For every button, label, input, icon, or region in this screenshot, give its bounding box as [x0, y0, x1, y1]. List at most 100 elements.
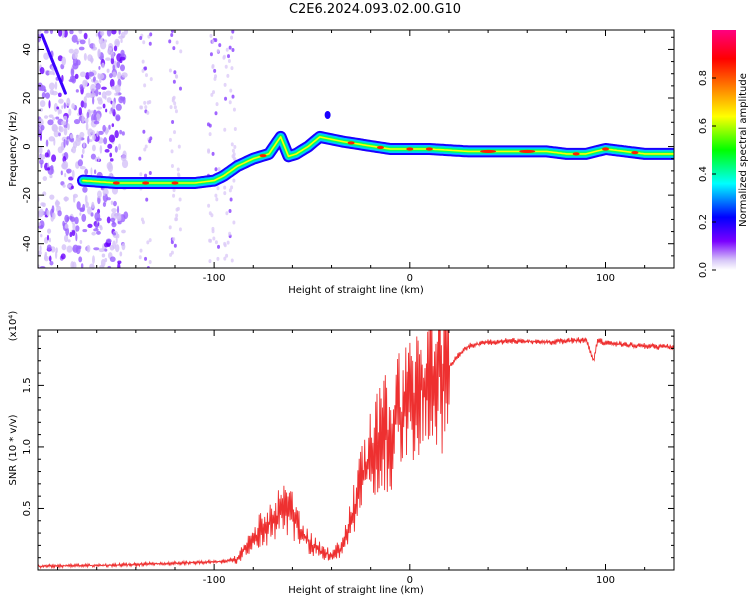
noise-speck: [115, 40, 120, 46]
noise-speck: [71, 103, 76, 110]
noise-speck: [64, 223, 69, 229]
noise-speck: [226, 240, 230, 245]
colorbar: 0.0 0.2 0.4 0.6 0.8 Normalized spectral ampl…: [698, 30, 749, 278]
noise-speck: [106, 68, 110, 73]
noise-speck: [143, 147, 147, 152]
noise-speck: [63, 127, 68, 136]
noise-speck: [139, 35, 143, 40]
x-tick-label: -100: [203, 273, 226, 284]
noise-speck: [47, 228, 52, 234]
noise-speck: [225, 211, 229, 216]
colorbar-gradient: [712, 30, 736, 270]
noise-speck: [168, 225, 172, 230]
noise-speck: [212, 90, 216, 95]
noise-speck: [49, 260, 54, 266]
noise-speck: [108, 42, 114, 51]
noise-speck: [45, 92, 51, 99]
noise-speck: [75, 232, 78, 242]
snr-xlabel: Height of straight line (km): [288, 585, 424, 596]
noise-speck: [172, 188, 176, 193]
noise-speck: [99, 145, 103, 154]
noise-speck: [63, 234, 69, 243]
noise-speck: [57, 92, 62, 98]
noise-speck: [77, 159, 84, 167]
noise-speck: [103, 137, 108, 145]
noise-speck: [233, 126, 237, 131]
noise-speck: [172, 46, 176, 51]
noise-speck: [106, 30, 112, 37]
noise-speck: [121, 159, 129, 169]
noise-speck: [93, 120, 100, 125]
noise-speck: [170, 240, 174, 245]
noise-speck: [109, 158, 114, 162]
noise-speck: [148, 238, 152, 243]
noise-speck: [211, 229, 215, 234]
noise-speck: [71, 185, 74, 190]
noise-speck: [93, 43, 96, 50]
noise-speck: [104, 95, 107, 100]
noise-speck: [46, 209, 50, 217]
noise-speck: [210, 213, 214, 218]
noise-speck: [90, 212, 94, 217]
noise-speck: [79, 39, 86, 45]
noise-speck: [66, 136, 71, 140]
noise-speck: [62, 160, 69, 170]
noise-speck: [112, 64, 115, 71]
noise-speck: [116, 205, 120, 215]
noise-speck: [72, 223, 76, 231]
spectrogram-ylabel: Frequency (Hz): [8, 111, 19, 187]
noise-streak: [40, 33, 67, 95]
noise-speck: [216, 256, 220, 261]
noise-speck: [109, 73, 113, 79]
noise-speck: [104, 248, 108, 252]
y-tick-label: 0: [22, 143, 33, 149]
noise-speck: [69, 30, 74, 35]
noise-speck: [72, 141, 78, 149]
colorbar-tick-label: 0.2: [698, 214, 709, 230]
noise-speck: [176, 206, 180, 211]
noise-speck: [123, 211, 129, 219]
noise-speck: [76, 40, 79, 45]
noise-speck: [83, 32, 88, 40]
noise-speck: [89, 263, 95, 268]
noise-speck: [81, 148, 85, 155]
noise-speck: [82, 186, 88, 193]
noise-speck: [46, 244, 52, 251]
noise-speck: [51, 205, 55, 213]
noise-speck: [52, 212, 56, 220]
noise-speck: [115, 114, 121, 122]
noise-speck: [223, 82, 227, 87]
snr-panel: -100 0 100 0.5 1.0 1.5 Height of straight lin…: [8, 311, 675, 596]
noise-speck: [178, 86, 182, 91]
noise-speck: [231, 94, 235, 99]
noise-speck: [170, 32, 174, 37]
noise-speck: [69, 215, 73, 220]
noise-speck: [63, 138, 66, 148]
noise-speck: [178, 197, 182, 202]
spectrogram-xlabel: Height of straight line (km): [288, 285, 424, 296]
noise-speck: [173, 101, 177, 106]
noise-speck: [39, 245, 42, 252]
noise-speck: [141, 68, 145, 73]
noise-speck: [40, 124, 45, 131]
noise-speck: [207, 203, 211, 208]
noise-speck: [72, 261, 77, 268]
noise-speck: [72, 52, 78, 60]
noise-speck: [64, 214, 70, 223]
y-tick-label: 40: [22, 43, 33, 56]
noise-speck: [39, 108, 44, 112]
noise-speck: [72, 62, 79, 70]
noise-speck: [223, 241, 227, 246]
noise-speck: [79, 212, 82, 216]
noise-speck: [94, 88, 99, 97]
noise-speck: [102, 202, 107, 207]
noise-speck: [110, 57, 115, 65]
noise-speck: [38, 146, 43, 155]
noise-speck: [141, 220, 145, 225]
noise-speck: [176, 167, 180, 172]
colorbar-ticks: 0.0 0.2 0.4 0.6 0.8: [698, 70, 716, 278]
noise-speck: [232, 220, 236, 225]
noise-speck: [102, 103, 106, 109]
noise-speck: [175, 217, 179, 222]
noise-speck: [49, 174, 53, 179]
